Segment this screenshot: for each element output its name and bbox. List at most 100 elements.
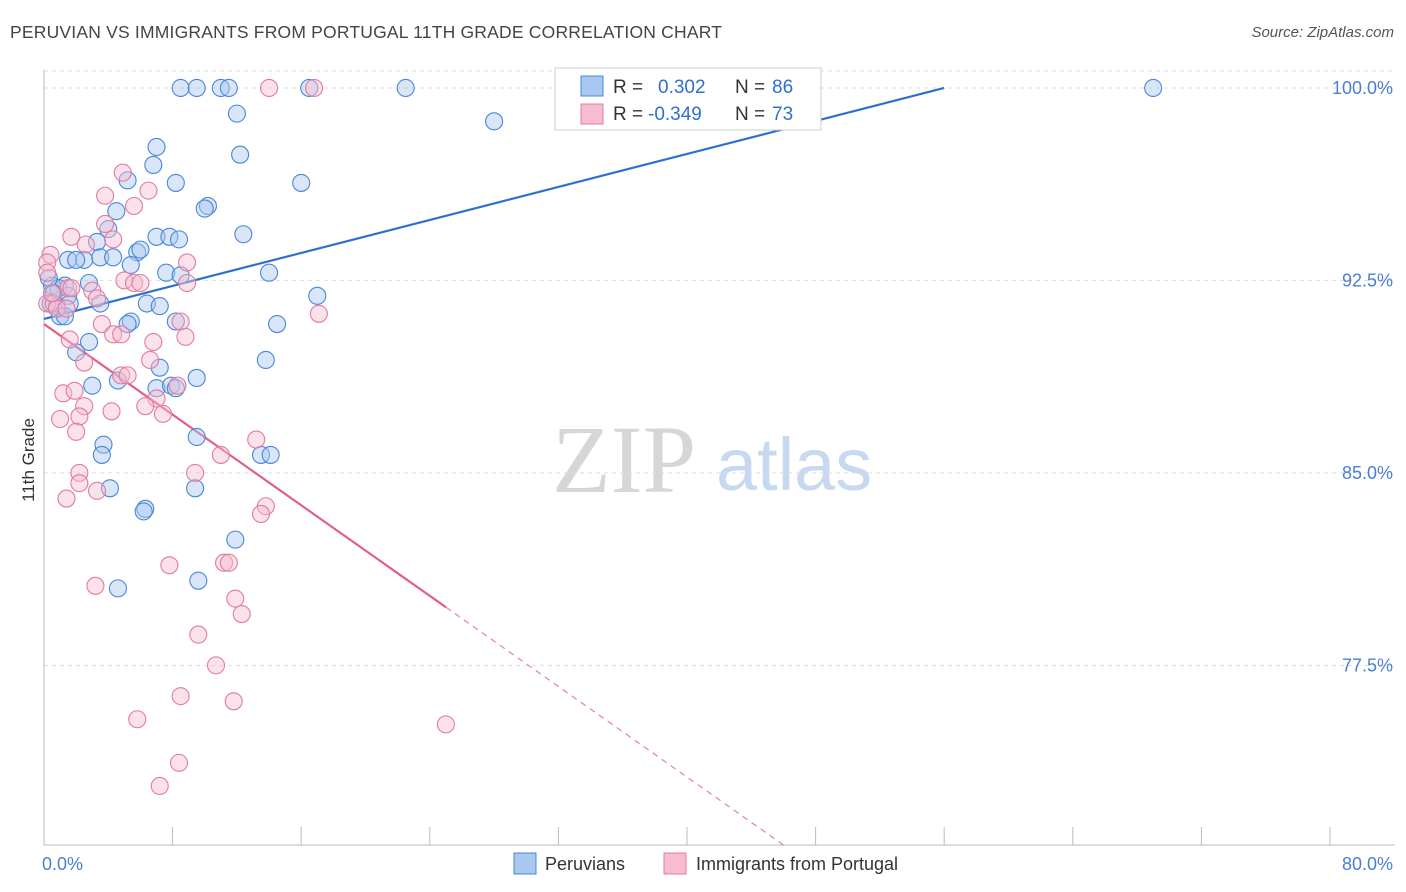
portugal-point	[150, 776, 169, 796]
y-tick-label-92-5: 92.5%	[1342, 270, 1393, 290]
peruvians-point	[91, 248, 110, 267]
peruvians-point	[147, 137, 166, 157]
legend-n-value-peruvians: 86	[772, 77, 793, 98]
y-axis-title: 11th Grade	[19, 418, 38, 502]
peruvians-point	[259, 263, 279, 282]
peruvians-point	[171, 78, 190, 98]
peruvians-point	[166, 173, 185, 192]
portugal-point	[139, 181, 158, 200]
data-points	[38, 78, 1163, 796]
legend-r-value-portugal: -0.349	[648, 104, 702, 125]
portugal-point	[178, 273, 197, 293]
portugal-point	[232, 604, 251, 624]
portugal-point	[70, 474, 89, 493]
peruvians-point	[169, 230, 189, 249]
portugal-point	[60, 330, 79, 349]
portugal-point	[259, 78, 279, 98]
peruvians-point	[187, 368, 206, 387]
portugal-point	[160, 556, 179, 575]
portugal-point	[104, 230, 123, 249]
portugal-point	[87, 481, 107, 500]
legend-swatch-peruvians	[580, 75, 604, 97]
portugal-trend-extension	[445, 606, 784, 846]
legend-n-value-portugal: 73	[772, 104, 793, 125]
peruvians-point	[234, 225, 253, 244]
source-label: Source: ZipAtlas.com	[1251, 24, 1394, 41]
peruvians-point	[118, 315, 137, 334]
portugal-point	[92, 315, 111, 334]
peruvians-point	[161, 376, 181, 395]
portugal-point	[38, 294, 57, 313]
portugal-point	[128, 710, 147, 729]
portugal-point	[226, 589, 245, 608]
peruvians-point	[198, 196, 218, 216]
series-legend: Peruvians Immigrants from Portugal	[513, 852, 898, 875]
portugal-point	[118, 366, 137, 385]
peruvians-point	[157, 263, 176, 282]
peruvians-point	[144, 155, 163, 175]
legend-n-label-peruvians: N =	[735, 77, 765, 98]
portugal-point	[65, 381, 84, 400]
portugal-point	[51, 409, 70, 429]
portugal-point	[38, 253, 57, 272]
peruvians-point	[108, 371, 127, 390]
portugal-point	[144, 332, 163, 352]
portugal-point	[57, 299, 76, 318]
portugal-point	[247, 430, 266, 449]
y-tick-label-77-5: 77.5%	[1342, 655, 1393, 675]
y-tick-label-85: 85.0%	[1342, 463, 1393, 483]
portugal-point	[219, 553, 238, 572]
peruvians-point	[292, 173, 311, 192]
peruvians-point	[147, 379, 166, 398]
portugal-point	[75, 353, 94, 372]
peruvians-point	[99, 220, 118, 239]
portugal-point	[62, 227, 81, 246]
portugal-point	[70, 463, 89, 482]
peruvians-point	[166, 312, 185, 331]
peruvians-point	[121, 255, 140, 275]
legend-r-value-peruvians: 0.302	[658, 77, 706, 98]
portugal-point	[113, 163, 132, 182]
peruvians-point	[147, 227, 166, 246]
bottom-legend-swatch-portugal	[663, 852, 687, 875]
portugal-point	[86, 576, 105, 595]
portugal-point	[189, 625, 208, 644]
portugal-point	[251, 504, 271, 524]
portugal-point	[112, 325, 131, 344]
watermark-atlas: atlas	[716, 423, 872, 506]
portugal-point	[62, 279, 81, 298]
y-tick-label-100: 100.0%	[1332, 78, 1393, 98]
bottom-legend-label-portugal: Immigrants from Portugal	[696, 854, 898, 874]
peruvians-point	[308, 286, 327, 305]
portugal-point	[70, 407, 89, 426]
portugal-point	[176, 327, 195, 346]
peruvians-point	[300, 78, 319, 98]
axes	[43, 70, 1395, 846]
portugal-point	[124, 196, 144, 216]
peruvians-point	[1144, 78, 1163, 98]
peruvians-point	[121, 312, 140, 331]
x-tick-label-max: 80.0%	[1342, 854, 1393, 874]
stats-legend: R = 0.302 N = 86 R = -0.349 N = 73	[554, 67, 822, 131]
portugal-point	[305, 78, 324, 98]
watermark-zip: ZIP	[552, 406, 696, 513]
peruvians-point	[396, 78, 415, 98]
portugal-point	[309, 304, 328, 323]
legend-n-label-portugal: N =	[735, 104, 765, 125]
portugal-point	[211, 445, 230, 464]
peruvians-point	[195, 199, 214, 218]
portugal-trend-line	[43, 323, 447, 609]
peruvians-point	[131, 240, 150, 259]
legend-r-label-portugal: R =	[613, 104, 643, 125]
peruvians-point	[268, 315, 287, 334]
peruvians-point	[231, 145, 250, 164]
portugal-point	[171, 312, 190, 331]
peruvians-point	[104, 248, 123, 267]
portugal-point	[75, 397, 94, 416]
portugal-point	[214, 553, 234, 572]
peruvians-point	[134, 502, 153, 521]
y-tick-labels: 100.0% 92.5% 85.0% 77.5%	[1332, 78, 1393, 675]
peruvians-point	[92, 445, 111, 464]
chart-title: PERUVIAN VS IMMIGRANTS FROM PORTUGAL 11T…	[10, 22, 723, 42]
peruvians-point	[256, 350, 275, 370]
